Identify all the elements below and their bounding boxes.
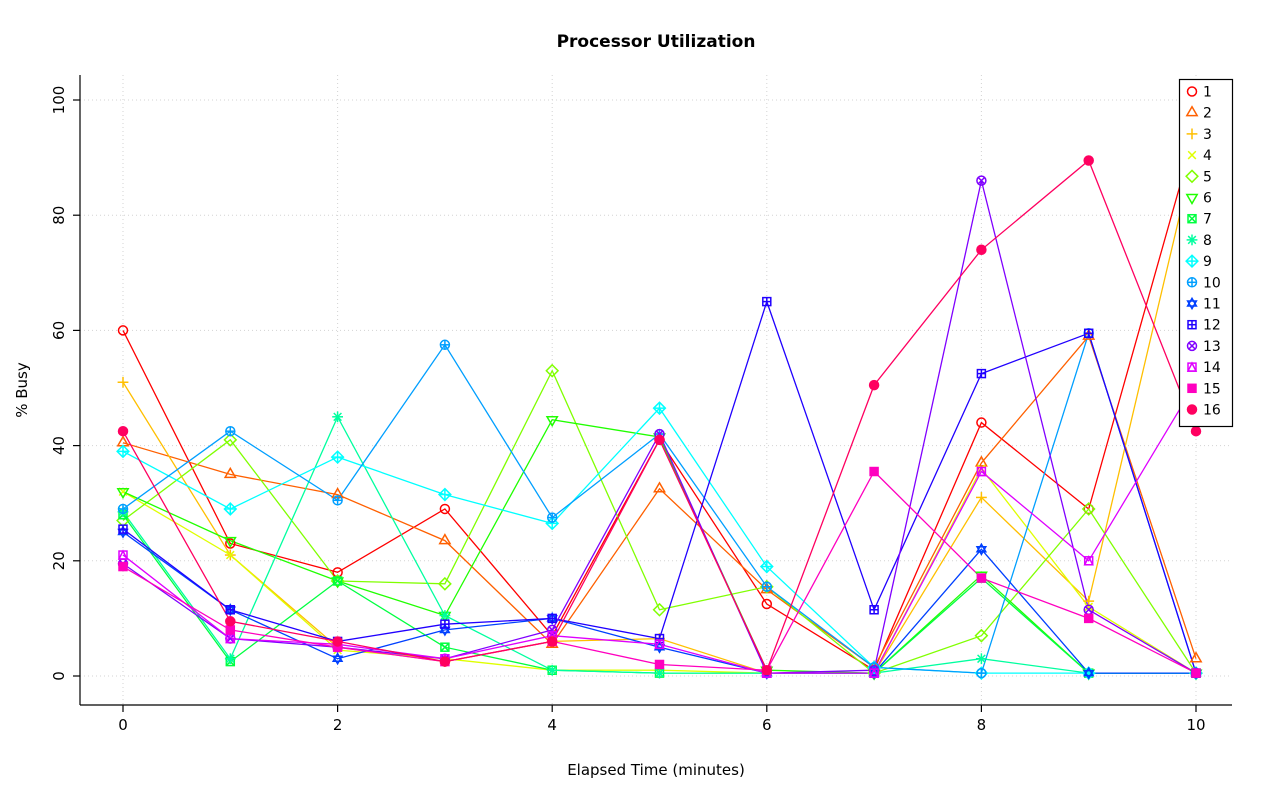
legend-label-1: 1 bbox=[1203, 85, 1212, 101]
legend-symbol-5 bbox=[1185, 169, 1199, 184]
chart-title: Processor Utilization bbox=[556, 32, 756, 52]
legend-label-9: 9 bbox=[1203, 254, 1212, 270]
y-tick-labels: 0 20 40 60 80 100 bbox=[50, 86, 68, 681]
legend-label-11: 11 bbox=[1203, 297, 1221, 313]
series-line-13 bbox=[122, 180, 1197, 674]
series-points-2 bbox=[116, 328, 1203, 672]
series-points-13 bbox=[117, 175, 1202, 679]
legend-symbol-14 bbox=[1186, 361, 1198, 372]
legend-symbol-15 bbox=[1187, 383, 1197, 394]
legend-label-3: 3 bbox=[1203, 127, 1212, 143]
x-axis-label: Elapsed Time (minutes) bbox=[567, 761, 745, 779]
legend-symbol-1 bbox=[1186, 86, 1198, 97]
legend-symbol-7 bbox=[1187, 213, 1197, 224]
svg-text:100: 100 bbox=[50, 86, 68, 115]
legend-symbol-2 bbox=[1185, 105, 1199, 117]
axes bbox=[73, 75, 1232, 712]
legend-symbol-12 bbox=[1187, 319, 1197, 330]
legend-label-5: 5 bbox=[1203, 169, 1212, 185]
legend-label-7: 7 bbox=[1203, 212, 1212, 228]
legend-symbol-6 bbox=[1185, 193, 1199, 205]
series-line-5 bbox=[122, 369, 1197, 674]
legend-label-6: 6 bbox=[1203, 191, 1212, 207]
svg-text:4: 4 bbox=[547, 716, 557, 734]
svg-text:8: 8 bbox=[977, 716, 987, 734]
series-line-10 bbox=[122, 331, 1197, 674]
series-line-16 bbox=[122, 159, 1197, 672]
series-line-2 bbox=[122, 334, 1197, 669]
legend-label-15: 15 bbox=[1203, 381, 1221, 397]
legend-label-13: 13 bbox=[1203, 339, 1221, 355]
legend-symbol-10 bbox=[1186, 277, 1198, 288]
series-line-12 bbox=[122, 299, 1197, 674]
legend-symbol-3 bbox=[1186, 128, 1198, 140]
legend-symbol-11 bbox=[1186, 296, 1198, 311]
svg-text:0: 0 bbox=[118, 716, 128, 734]
legend-symbol-4 bbox=[1187, 150, 1197, 160]
gridlines bbox=[80, 75, 1232, 705]
legend-label-12: 12 bbox=[1203, 318, 1221, 334]
legend-label-8: 8 bbox=[1203, 233, 1212, 249]
legend-symbol-16 bbox=[1186, 404, 1198, 415]
legend-symbol-9 bbox=[1185, 254, 1199, 269]
svg-text:2: 2 bbox=[333, 716, 343, 734]
svg-text:0: 0 bbox=[50, 671, 68, 681]
legend-label-2: 2 bbox=[1203, 106, 1212, 122]
series-points-16 bbox=[117, 155, 1202, 676]
legend-label-14: 14 bbox=[1203, 360, 1221, 376]
series-line-14 bbox=[122, 381, 1197, 674]
legend-label-10: 10 bbox=[1203, 275, 1221, 291]
svg-text:10: 10 bbox=[1186, 716, 1205, 734]
svg-text:6: 6 bbox=[762, 716, 772, 734]
legend-symbol-13 bbox=[1186, 340, 1198, 352]
svg-text:80: 80 bbox=[50, 206, 68, 225]
svg-text:20: 20 bbox=[50, 551, 68, 570]
series-points-11 bbox=[117, 525, 1202, 680]
legend-label-16: 16 bbox=[1203, 403, 1221, 419]
series-points-1 bbox=[117, 123, 1202, 676]
svg-text:60: 60 bbox=[50, 321, 68, 340]
legend-symbol-8 bbox=[1186, 234, 1198, 246]
svg-text:40: 40 bbox=[50, 436, 68, 455]
x-tick-labels: 0 2 4 6 8 10 bbox=[118, 716, 1205, 734]
series-points-12 bbox=[118, 296, 1201, 678]
legend-label-4: 4 bbox=[1203, 148, 1212, 164]
series-points-15 bbox=[118, 466, 1201, 678]
